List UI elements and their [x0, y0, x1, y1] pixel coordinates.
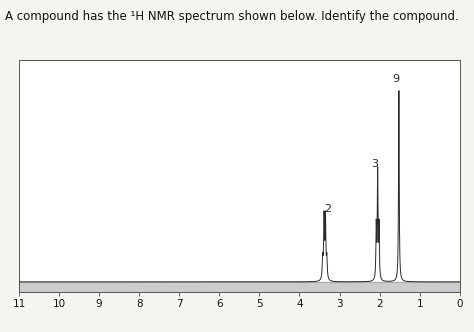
Text: 9: 9 [392, 74, 399, 84]
Bar [19, 282, 460, 292]
Text: 3: 3 [371, 159, 378, 169]
Text: A compound has the ¹H NMR spectrum shown below. Identify the compound.: A compound has the ¹H NMR spectrum shown… [5, 10, 458, 23]
Text: 2: 2 [324, 204, 331, 214]
